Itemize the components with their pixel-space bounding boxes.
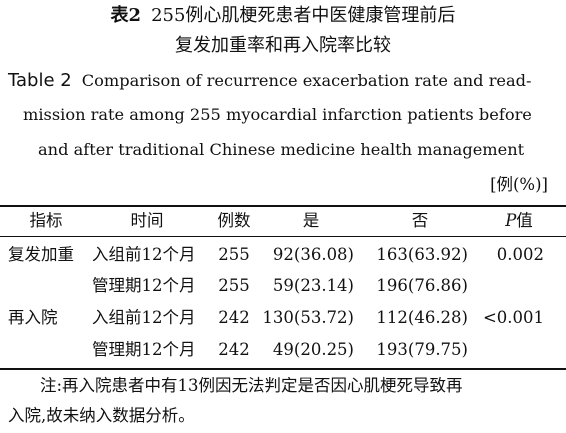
table-title-en: Table 2 Comparison of recurrence exacerba… [8, 70, 532, 92]
table-row-2-p: <0.001 [482, 308, 544, 327]
table-row-3-yes: 49(20.25) [272, 340, 354, 359]
header-p-suffix: 值 [516, 211, 533, 230]
table-row-1-cases: 255 [218, 276, 250, 295]
table-note-line2: 入院,故未纳入数据分析。 [8, 406, 195, 425]
table-row-0-no: 163(63.92) [376, 245, 468, 264]
table-row-2-yes: 130(53.72) [262, 308, 354, 327]
table-row-2-no: 112(46.28) [376, 308, 468, 327]
table-row-3-cases: 242 [218, 340, 250, 359]
table-row-1-no: 196(76.86) [376, 276, 468, 295]
table-title-en-line3: and after traditional Chinese medicine h… [38, 140, 525, 159]
table-title-en-line2: mission rate among 255 myocardial infarc… [23, 105, 532, 124]
table-row-0-indicator: 复发加重 [8, 245, 74, 264]
table-row-1-time: 管理期12个月 [92, 276, 196, 295]
table-row-3-time: 管理期12个月 [92, 340, 196, 359]
table-label-en: Table 2 [8, 70, 72, 91]
table-row-2-indicator: 再入院 [8, 308, 58, 327]
table-row-2-cases: 242 [218, 308, 250, 327]
table-header-rule [0, 236, 566, 237]
table-row-0-time: 入组前12个月 [92, 245, 196, 264]
header-p-letter: P [505, 211, 517, 230]
table-note-line1: 注:再入院患者中有13例因无法判定是否因心肌梗死导致再 [40, 376, 463, 395]
table-title-en-line1: Comparison of recurrence exacerbation ra… [81, 71, 532, 90]
table-row-0-p: 0.002 [496, 245, 544, 264]
header-indicator: 指标 [29, 211, 63, 230]
table-title-cn-line2: 复发加重率和再入院率比较 [175, 35, 391, 56]
table-bottom-rule [0, 368, 566, 370]
table-row-3-no: 193(79.75) [376, 340, 468, 359]
header-yes: 是 [302, 211, 320, 230]
header-p-value: P值 [505, 210, 533, 232]
header-cases: 例数 [217, 211, 251, 230]
header-no: 否 [411, 211, 429, 230]
table-row-1-yes: 59(23.14) [272, 276, 354, 295]
table-top-rule [0, 205, 566, 207]
table-title-cn-line1: 255例心肌梗死患者中医健康管理前后 [151, 5, 456, 26]
table-row-0-cases: 255 [218, 245, 250, 264]
table-row-2-time: 入组前12个月 [92, 308, 196, 327]
table-label-cn: 表2 [110, 5, 142, 26]
table-unit: [例(%)] [490, 175, 548, 194]
table-row-0-yes: 92(36.08) [272, 245, 354, 264]
header-time: 时间 [130, 211, 164, 230]
table-title-cn: 表2 255例心肌梗死患者中医健康管理前后 [0, 4, 566, 28]
